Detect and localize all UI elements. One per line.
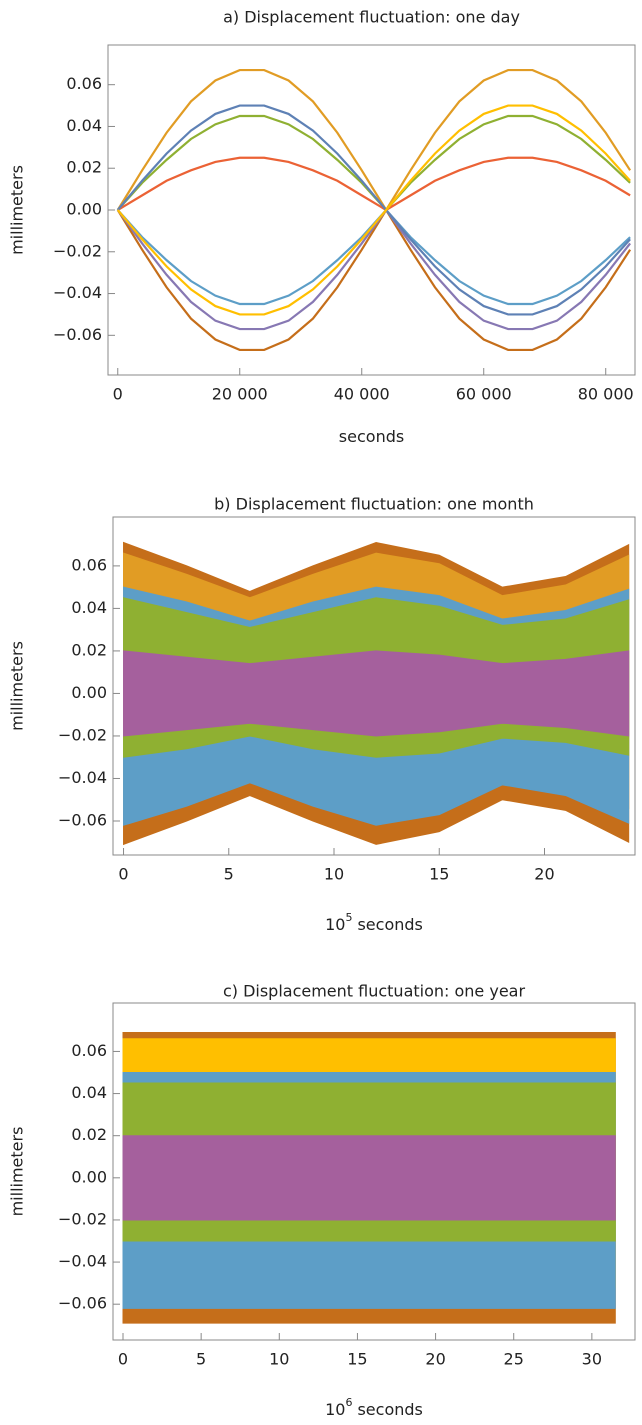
x-tick-label: 15	[429, 865, 449, 884]
x-tick-label: 5	[224, 865, 234, 884]
chart: a) Displacement fluctuation: one day mill…	[8, 8, 636, 446]
y-axis-label: millimeters	[8, 641, 27, 731]
x-tick-label: 20	[425, 1350, 445, 1369]
plot-frame	[107, 44, 636, 376]
x-tick-label: 15	[347, 1350, 367, 1369]
series-line	[116, 104, 631, 316]
y-tick-label: 0.04	[71, 598, 107, 617]
x-tick-label: 10	[269, 1350, 289, 1369]
y-tick-label: 0.00	[66, 200, 102, 219]
plot-area	[116, 68, 632, 352]
plot-area	[123, 541, 630, 846]
chart-title: a) Displacement fluctuation: one day	[223, 8, 520, 27]
series-line	[117, 156, 631, 212]
x-tick-label: 5	[196, 1350, 206, 1369]
y-tick-label: 0.02	[71, 1125, 107, 1144]
plot-frame	[112, 1002, 636, 1341]
x-axis-label: seconds	[339, 427, 404, 446]
y-tick-label: 0.06	[66, 74, 102, 93]
series-line	[116, 208, 631, 331]
y-tick-label: 0.00	[71, 683, 107, 702]
y-tick-label: −0.06	[58, 810, 107, 829]
chart-title: c) Displacement fluctuation: one year	[223, 982, 526, 1001]
x-axis-label: 106 seconds	[325, 1396, 423, 1419]
y-tick-label: 0.06	[71, 1041, 107, 1060]
plot-frame	[112, 516, 636, 856]
series-line	[116, 68, 632, 213]
y-tick-label: −0.02	[53, 241, 102, 260]
y-tick-label: 0.04	[71, 1083, 107, 1102]
series-line	[116, 104, 631, 316]
y-tick-label: −0.02	[58, 1209, 107, 1228]
x-tick-label: 30	[582, 1350, 602, 1369]
y-tick-label: 0.02	[66, 158, 102, 177]
x-tick-label: 10	[324, 865, 344, 884]
y-tick-label: 0.00	[71, 1167, 107, 1186]
y-tick-label: 0.04	[66, 116, 102, 135]
x-label-unit: seconds	[339, 427, 404, 446]
series-band	[123, 650, 630, 737]
x-axis-label: 105 seconds	[325, 911, 423, 934]
y-tick-label: −0.02	[58, 725, 107, 744]
x-tick-label: 25	[504, 1350, 524, 1369]
x-label-unit: seconds	[357, 1400, 422, 1419]
chart: b) Displacement fluctuation: one month mi…	[8, 495, 636, 934]
y-tick-label: 0.06	[71, 555, 107, 574]
y-tick-label: −0.04	[53, 283, 102, 302]
y-axis-label: millimeters	[8, 1127, 27, 1217]
y-tick-label: −0.06	[58, 1294, 107, 1313]
y-tick-label: 0.02	[71, 640, 107, 659]
x-tick-label: 0	[113, 385, 123, 404]
x-tick-label: 40 000	[334, 385, 390, 404]
x-tick-label: 0	[118, 1350, 128, 1369]
chart-title: b) Displacement fluctuation: one month	[214, 495, 534, 514]
y-tick-label: −0.04	[58, 1252, 107, 1271]
x-tick-label: 0	[118, 865, 128, 884]
plot-area	[122, 1031, 616, 1324]
x-tick-label: 20	[534, 865, 554, 884]
x-label-exponent: 5	[345, 911, 352, 924]
x-label-exponent: 6	[345, 1396, 352, 1409]
series-line	[116, 207, 632, 352]
x-tick-label: 80 000	[578, 385, 634, 404]
x-tick-label: 60 000	[456, 385, 512, 404]
x-label-base: 10	[325, 1400, 345, 1419]
chart: c) Displacement fluctuation: one year mil…	[8, 982, 636, 1419]
y-tick-label: −0.06	[53, 325, 102, 344]
series-band	[122, 1135, 616, 1221]
y-axis-label: millimeters	[8, 165, 27, 255]
x-label-unit: seconds	[357, 915, 422, 934]
y-tick-label: −0.04	[58, 768, 107, 787]
x-tick-label: 20 000	[212, 385, 268, 404]
x-label-base: 10	[325, 915, 345, 934]
